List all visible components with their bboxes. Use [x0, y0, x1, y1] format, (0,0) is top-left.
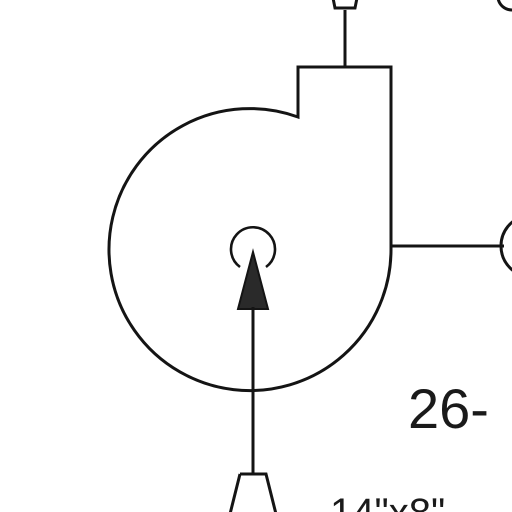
bottom-damper-symbol	[228, 472, 278, 512]
fan-hub-ring	[229, 226, 277, 269]
top-damper-symbol	[331, 0, 359, 10]
equipment-tag-label: 26-	[408, 377, 489, 440]
fan-housing	[107, 65, 393, 393]
duct-size-label: 14"x8"	[330, 491, 445, 512]
top-right-arc	[496, 0, 512, 12]
inlet-arrow-head	[236, 248, 270, 310]
instrument-bubble	[499, 220, 512, 272]
